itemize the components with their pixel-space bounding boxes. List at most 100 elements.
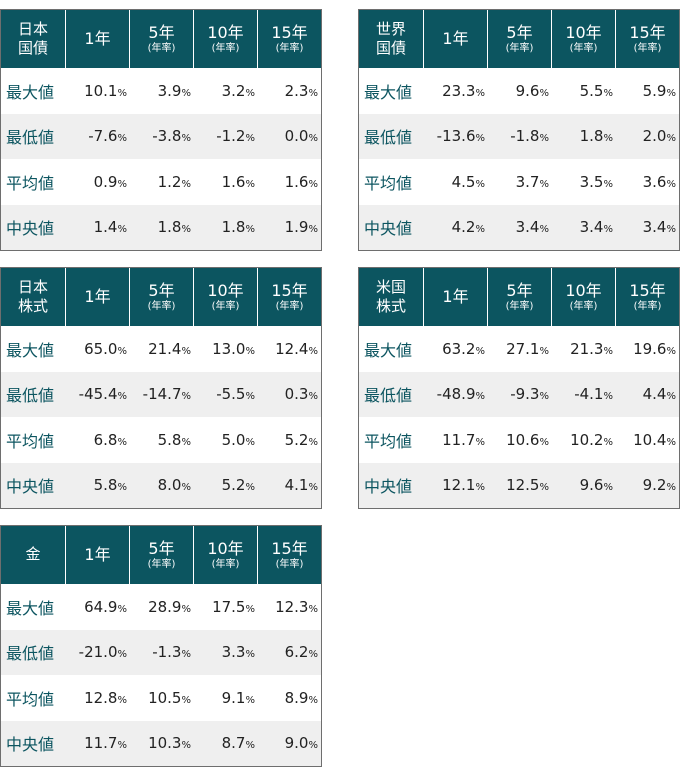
row-label: 最低値 [364,386,413,406]
row-label: 中央値 [6,477,55,497]
value-cell: 3.3% [221,643,255,662]
table-row-mean: 平均値 4.5% 3.7% 3.5% 3.6% [359,159,679,205]
value-cell: 8.9% [284,688,318,707]
value-cell: 5.5% [579,81,613,100]
value-cell: 23.3% [442,81,485,100]
table-title: 世界 国債 [359,10,424,68]
table-header: 世界 国債 1年 5年 (年率) 10年 (年率) 15年 (年率) [359,10,679,68]
value-cell: 5.9% [642,81,676,100]
col-header-10y: 10年 (年率) [194,526,258,584]
table-row-min: 最低値 -13.6% -1.8% 1.8% 2.0% [359,113,679,159]
value-cell: -21.0% [78,643,127,662]
value-cell: -14.7% [142,385,191,404]
value-cell: 6.2% [284,643,318,662]
col-header-1y: 1年 [66,10,130,68]
value-cell: -1.3% [152,643,191,662]
table-row-max: 最大値 64.9% 28.9% 17.5% 12.3% [1,584,321,630]
table-row-median: 中央値 4.2% 3.4% 3.4% 3.4% [359,204,679,250]
table-row-mean: 平均値 12.8% 10.5% 9.1% 8.9% [1,675,321,721]
value-cell: 3.2% [221,81,255,100]
row-label: 中央値 [6,735,55,755]
value-cell: -5.5% [216,385,255,404]
value-cell: 9.6% [579,476,613,495]
value-cell: 10.4% [633,430,676,449]
value-cell: 1.8% [579,127,613,146]
value-cell: 4.2% [451,218,485,237]
value-cell: 8.7% [221,734,255,753]
value-cell: -45.4% [78,385,127,404]
value-cell: 12.1% [442,476,485,495]
col-header-10y: 10年 (年率) [194,10,258,68]
table-header: 米国 株式 1年 5年 (年率) 10年 (年率) 15年 (年率) [359,268,679,326]
table-title: 金 [1,526,66,584]
table-japan-bonds: 日本 国債 1年 5年 (年率) 10年 (年率) 15年 (年率) 最大値 10.1%… [0,9,322,251]
col-header-10y: 10年 (年率) [552,268,616,326]
value-cell: 1.2% [157,172,191,191]
row-label: 中央値 [364,477,413,497]
value-cell: -1.2% [216,127,255,146]
row-label: 平均値 [364,173,413,193]
value-cell: 2.3% [284,81,318,100]
value-cell: 9.1% [221,688,255,707]
table-row-median: 中央値 12.1% 12.5% 9.6% 9.2% [359,462,679,508]
value-cell: 17.5% [212,597,255,616]
value-cell: 3.5% [579,172,613,191]
table-row-mean: 平均値 6.8% 5.8% 5.0% 5.2% [1,417,321,463]
value-cell: 3.7% [515,172,549,191]
table-row-min: 最低値 -45.4% -14.7% -5.5% 0.3% [1,371,321,417]
col-header-1y: 1年 [66,268,130,326]
value-cell: 10.2% [570,430,613,449]
value-cell: 19.6% [633,339,676,358]
row-label: 最低値 [6,644,55,664]
table-title: 米国 株式 [359,268,424,326]
value-cell: -9.3% [510,385,549,404]
value-cell: 5.2% [221,476,255,495]
table-gold: 金 1年 5年 (年率) 10年 (年率) 15年 (年率) 最大値 64.9% 28… [0,525,322,767]
value-cell: 1.8% [221,218,255,237]
row-label: 中央値 [364,219,413,239]
col-header-1y: 1年 [66,526,130,584]
col-header-5y: 5年 (年率) [130,526,194,584]
table-row-mean: 平均値 0.9% 1.2% 1.6% 1.6% [1,159,321,205]
table-japan-stocks: 日本 株式 1年 5年 (年率) 10年 (年率) 15年 (年率) 最大値 65.0%… [0,267,322,509]
value-cell: 1.4% [93,218,127,237]
value-cell: 10.6% [506,430,549,449]
value-cell: 4.4% [642,385,676,404]
value-cell: 1.6% [221,172,255,191]
value-cell: 12.4% [275,339,318,358]
value-cell: 64.9% [84,597,127,616]
value-cell: 10.3% [148,734,191,753]
value-cell: 3.4% [579,218,613,237]
value-cell: 12.8% [84,688,127,707]
col-header-15y: 15年 (年率) [271,538,308,570]
table-row-min: 最低値 -48.9% -9.3% -4.1% 4.4% [359,371,679,417]
table-row-mean: 平均値 11.7% 10.6% 10.2% 10.4% [359,417,679,463]
value-cell: 65.0% [84,339,127,358]
table-title: 日本 国債 [1,10,66,68]
value-cell: 3.4% [515,218,549,237]
value-cell: 10.1% [84,81,127,100]
value-cell: 0.9% [93,172,127,191]
col-header-5y: 5年 (年率) [488,10,552,68]
value-cell: 5.0% [221,430,255,449]
table-header: 日本 国債 1年 5年 (年率) 10年 (年率) 15年 (年率) [1,10,321,68]
value-cell: 5.8% [157,430,191,449]
row-label: 最大値 [364,340,413,360]
value-cell: 12.3% [275,597,318,616]
value-cell: -13.6% [436,127,485,146]
row-label: 最大値 [6,340,55,360]
value-cell: 0.0% [284,127,318,146]
col-header-15y: 15年 (年率) [629,22,666,54]
table-row-median: 中央値 1.4% 1.8% 1.8% 1.9% [1,204,321,250]
col-header-5y: 5年 (年率) [130,10,194,68]
table-world-bonds: 世界 国債 1年 5年 (年率) 10年 (年率) 15年 (年率) 最大値 23.3%… [358,9,680,251]
table-row-max: 最大値 10.1% 3.9% 3.2% 2.3% [1,68,321,114]
row-label: 平均値 [364,431,413,451]
value-cell: 1.9% [284,218,318,237]
value-cell: -3.8% [152,127,191,146]
value-cell: -1.8% [510,127,549,146]
value-cell: 10.5% [148,688,191,707]
value-cell: 21.4% [148,339,191,358]
value-cell: 13.0% [212,339,255,358]
value-cell: 1.6% [284,172,318,191]
